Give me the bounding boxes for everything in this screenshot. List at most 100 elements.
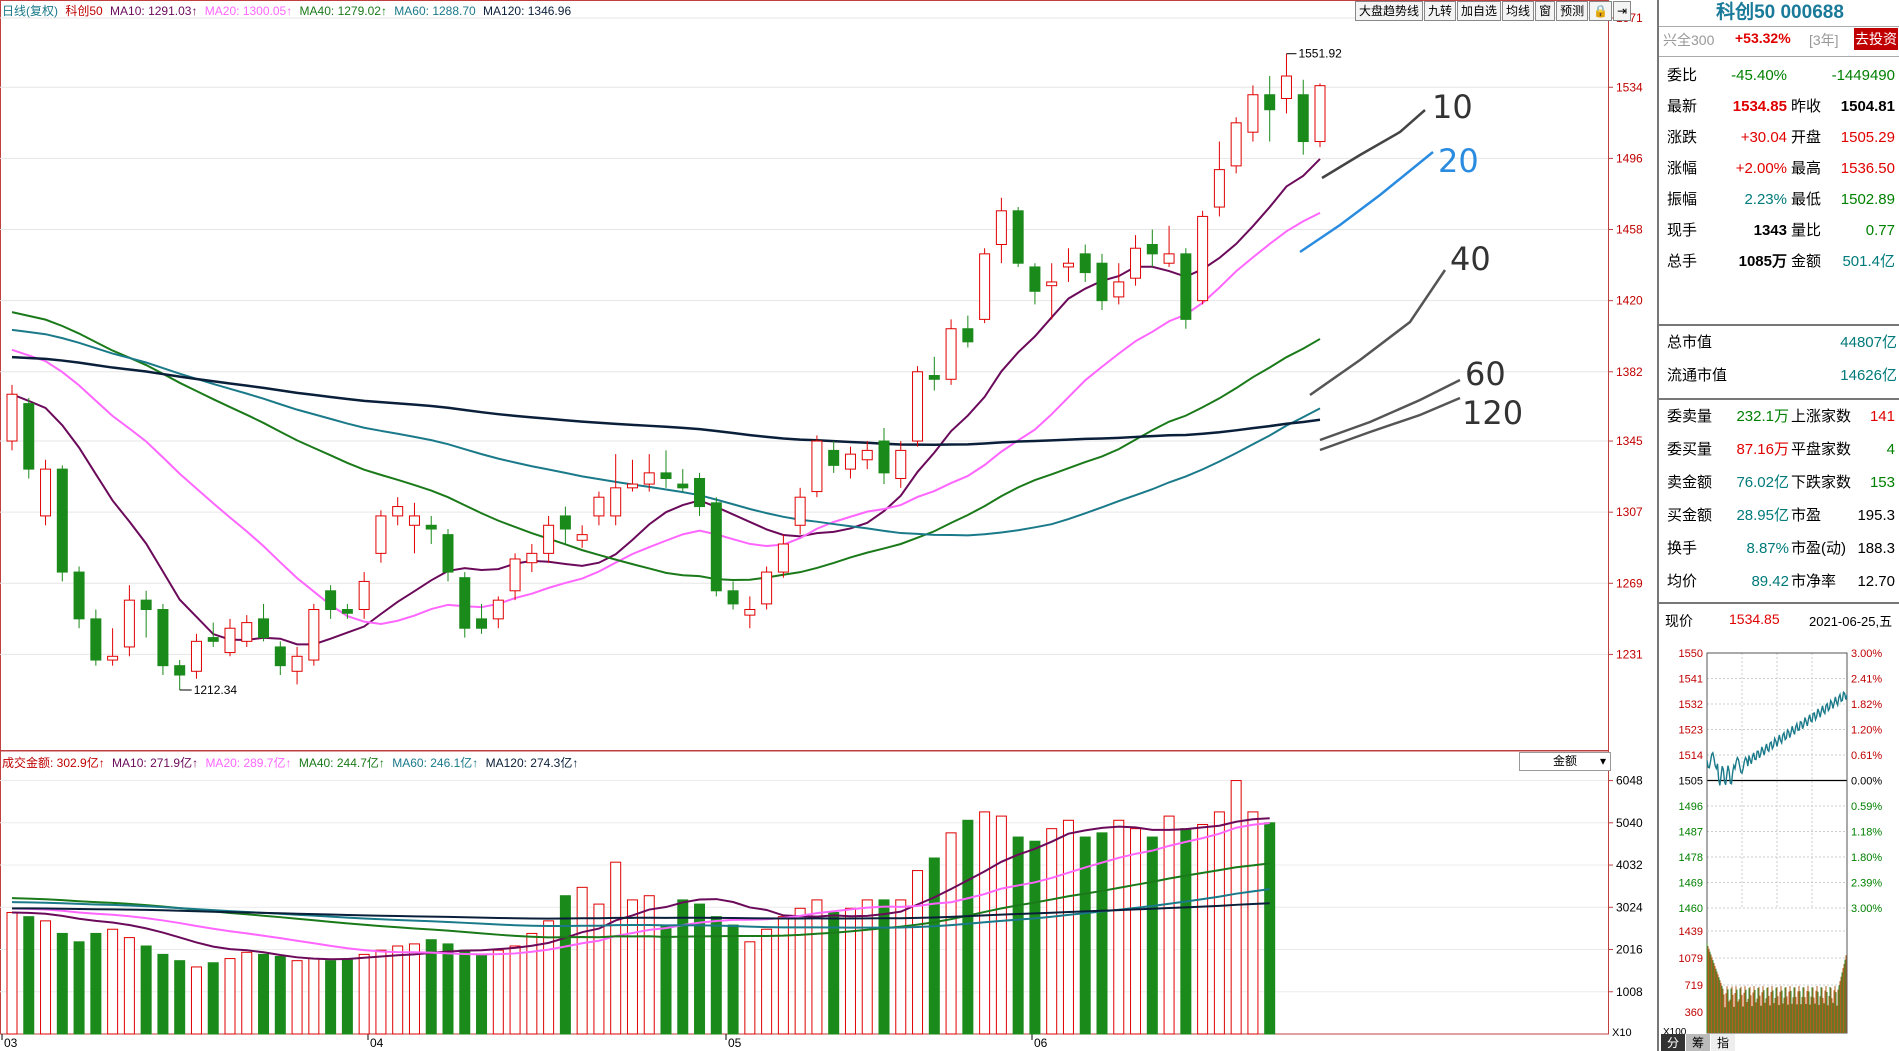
quote-label-2: 最低 <box>1791 191 1822 208</box>
trend-line-button[interactable]: 大盘趋势线 <box>1355 1 1424 21</box>
mini-pct-label: 0.59% <box>1851 801 1882 813</box>
stat-label: 买金额 <box>1667 507 1713 524</box>
volume-bar <box>928 857 940 1035</box>
candle-body <box>1012 210 1024 264</box>
volume-bar <box>727 924 739 1035</box>
mini-vol-unit: X100 <box>1663 1027 1687 1037</box>
nine-turn-button[interactable]: 九转 <box>1424 1 1457 21</box>
quote-label: 涨幅 <box>1667 160 1698 177</box>
market-cap-label: 流通市值 <box>1667 367 1728 384</box>
volume-bar <box>123 937 135 1035</box>
add-watchlist-button[interactable]: 加自选 <box>1457 1 1502 21</box>
candle-body <box>794 496 806 526</box>
quote-label: 委比 <box>1667 67 1698 84</box>
stat-label: 委卖量 <box>1667 408 1713 425</box>
mini-pct-label: 3.00% <box>1851 648 1882 660</box>
period-label[interactable]: 日线(复权) <box>2 4 58 18</box>
lock-icon[interactable]: 🔒 <box>1589 1 1613 21</box>
candle-body <box>1146 243 1158 255</box>
quote-value: 1343 <box>1753 222 1787 239</box>
ma10-tag-label: 10 <box>1432 88 1473 126</box>
volume-bar <box>526 932 538 1035</box>
stat-row: 卖金额 76.02亿 下跌家数 153 <box>1663 469 1897 497</box>
quote-label-2: 量比 <box>1791 222 1822 239</box>
quote-value: 1085万 <box>1738 253 1787 270</box>
mini-price-label: 1550 <box>1679 648 1703 660</box>
intraday-chart[interactable]: 1550 3.00% 1541 2.41% 1532 1.82% 1523 1.20% 1514… <box>1659 645 1897 1037</box>
volume-ma-line <box>11 822 1270 956</box>
volume-bar <box>308 958 320 1035</box>
volume-bar <box>442 943 454 1035</box>
ma10-legend: MA10: 1291.03↑ <box>110 4 198 18</box>
ma-button[interactable]: 均线 <box>1502 1 1535 21</box>
candle-body <box>945 328 957 380</box>
ma40-tag-label: 40 <box>1450 240 1491 278</box>
mini-price-label: 1532 <box>1679 699 1703 711</box>
vol-ma40-legend: MA40: 244.7亿↑ <box>298 756 385 770</box>
stat-value: 8.87% <box>1746 540 1789 557</box>
exit-icon[interactable]: ⇥ <box>1613 1 1632 21</box>
candle-body <box>392 506 404 517</box>
price-axis-label: 1534 <box>1616 80 1643 94</box>
volume-bar <box>1079 836 1091 1035</box>
candle-body <box>660 472 672 479</box>
candle-body <box>291 655 303 672</box>
kline-chart[interactable]: 1571153414961458142013821345130712691231… <box>0 0 1656 1051</box>
candle-body <box>861 449 873 461</box>
tab-minute[interactable]: 分 <box>1661 1034 1686 1051</box>
candle-body <box>1264 94 1276 111</box>
ma120-line <box>11 355 1321 447</box>
candle-body <box>341 609 353 614</box>
quote-value: -45.40% <box>1731 67 1787 84</box>
stat-value-2: 188.3 <box>1857 540 1895 557</box>
volume-bar <box>157 953 169 1035</box>
stat-value-2: 195.3 <box>1857 507 1895 524</box>
invest-button[interactable]: 去投资 <box>1854 28 1898 50</box>
volume-bar <box>392 945 404 1035</box>
candle-body <box>744 609 756 616</box>
mini-pct-label: 1.20% <box>1851 725 1882 737</box>
volume-bar <box>6 911 18 1035</box>
window-button[interactable]: 窗 <box>1535 1 1556 21</box>
quote-row: 委比 -45.40% -1449490 <box>1663 62 1897 90</box>
stat-value: 87.16万 <box>1736 441 1789 458</box>
price-axis-label: 1458 <box>1616 223 1643 237</box>
candle-body <box>23 403 35 470</box>
mini-pct-label: 1.80% <box>1851 852 1882 864</box>
mini-vol-label: 360 <box>1685 1007 1703 1019</box>
volume-bar <box>794 907 806 1035</box>
index-name: 科创50 <box>65 4 103 18</box>
candle-body <box>912 371 924 442</box>
volume-bar <box>408 943 420 1035</box>
mini-vol-label: 1079 <box>1679 953 1703 965</box>
tab-indicator[interactable]: 指 <box>1711 1034 1736 1051</box>
ma10-line <box>11 158 1321 646</box>
candle-body <box>459 577 471 629</box>
mini-pct-label: 1.82% <box>1851 699 1882 711</box>
candle-body <box>56 468 68 573</box>
quote-label-2: 金额 <box>1791 253 1822 270</box>
candle-body <box>492 599 504 620</box>
price-axis-label: 1420 <box>1616 294 1643 308</box>
candle-body <box>1113 281 1125 298</box>
volume-bar <box>777 916 789 1035</box>
volume-ma-line <box>11 888 1270 929</box>
volume-bar <box>1012 836 1024 1035</box>
volume-bar <box>1113 819 1125 1035</box>
quote-label: 涨跌 <box>1667 129 1698 146</box>
quote-value: 1534.85 <box>1732 98 1787 115</box>
volume-metric-select[interactable]: 金额 ▾ <box>1519 752 1611 771</box>
stat-value-2: 153 <box>1869 474 1895 491</box>
tab-chips[interactable]: 筹 <box>1686 1034 1711 1051</box>
candle-body <box>1079 253 1091 274</box>
compare-fund-label[interactable]: 兴全300 <box>1663 32 1715 48</box>
drawn-trendline <box>1319 396 1461 452</box>
quote-row: 总手 1085万 金额 501.4亿 <box>1663 248 1897 276</box>
stat-value: 232.1万 <box>1736 408 1789 425</box>
quote-value-2: 1504.81 <box>1840 98 1895 115</box>
forecast-button[interactable]: 预测 <box>1556 1 1589 21</box>
candle-body <box>1029 266 1041 292</box>
volume-bar <box>1180 828 1192 1035</box>
candle-body <box>878 440 890 474</box>
date-axis-label: 05 <box>728 1036 742 1050</box>
